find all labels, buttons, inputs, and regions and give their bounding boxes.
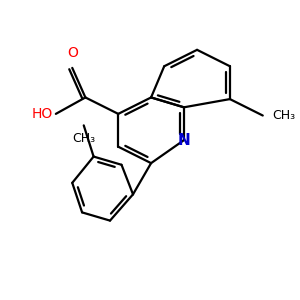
Text: HO: HO	[31, 107, 52, 121]
Text: CH₃: CH₃	[72, 132, 95, 145]
Text: O: O	[67, 46, 78, 60]
Text: CH₃: CH₃	[273, 109, 296, 122]
Text: N: N	[178, 133, 190, 148]
